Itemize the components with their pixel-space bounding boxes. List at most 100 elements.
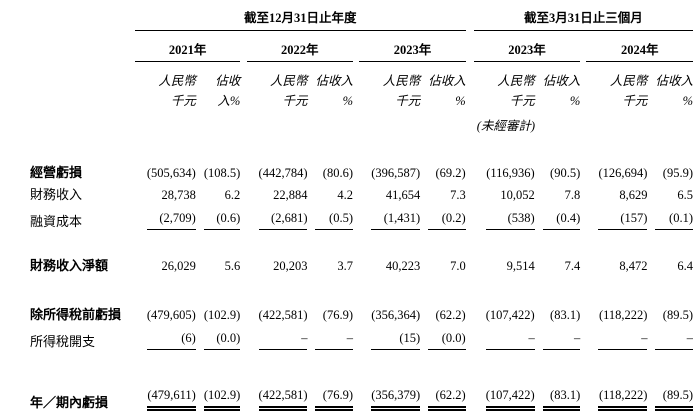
spacer xyxy=(466,31,474,62)
cell-value: (83.1) xyxy=(550,308,581,322)
cell-value: 7.4 xyxy=(564,259,581,273)
header-spacer xyxy=(30,2,135,31)
spacer xyxy=(466,203,474,230)
unit-header-pct: 佔收 入% xyxy=(196,62,240,112)
cell-value: (76.9) xyxy=(322,308,353,322)
row-label: 經營虧損 xyxy=(30,165,83,180)
cell-value: 8,472 xyxy=(619,259,648,273)
spacer xyxy=(466,2,474,31)
cell-value: (83.1) xyxy=(542,388,581,411)
cell-value: 28,738 xyxy=(161,188,196,202)
year-header-2024q1: 2024年 xyxy=(586,30,693,62)
table-row-finance-costs: 融資成本 (2,709) (0.6) (2,681) (0.5) (1,431)… xyxy=(30,203,693,230)
cell-value: (62.2) xyxy=(428,388,466,411)
spacer xyxy=(247,111,353,136)
cell-value: (356,379) xyxy=(371,388,421,411)
unit-line: 千元 xyxy=(395,94,421,108)
cell-value: 22,884 xyxy=(273,188,308,202)
cell-value: 20,203 xyxy=(273,259,308,273)
cell-value: – xyxy=(258,331,308,350)
spacer xyxy=(466,301,474,323)
unaudited-note: (未經審計) xyxy=(476,119,536,133)
cell-value: – xyxy=(315,331,353,350)
unit-line: 佔收入 xyxy=(542,74,581,88)
cell-value: – xyxy=(655,331,693,350)
gap-row xyxy=(30,230,693,252)
cell-value: (108.5) xyxy=(203,166,241,180)
cell-value: 7.3 xyxy=(450,188,466,202)
unit-line: % xyxy=(342,94,353,108)
unit-line: % xyxy=(682,94,693,108)
cell-value: 26,029 xyxy=(161,259,196,273)
cell-value: (0.2) xyxy=(428,211,466,230)
period-header-annual: 截至12月31日止年度 xyxy=(134,2,466,31)
unit-line: 人民幣 xyxy=(497,74,535,88)
spacer xyxy=(466,181,474,203)
unit-header-pct: 佔收入 % xyxy=(647,62,693,112)
year-header-2023: 2023年 xyxy=(359,30,466,62)
unit-line: 入% xyxy=(217,94,241,108)
cell-value: (95.9) xyxy=(662,166,693,180)
cell-value: (538) xyxy=(485,211,535,230)
cell-value: (69.2) xyxy=(435,166,466,180)
unit-line: 人民幣 xyxy=(158,74,196,88)
cell-value: (15) xyxy=(371,331,421,350)
cell-value: 6.5 xyxy=(677,188,693,202)
gap-row xyxy=(30,274,693,301)
spacer xyxy=(466,159,474,181)
cell-value: (102.9) xyxy=(203,308,241,322)
cell-value: 40,223 xyxy=(385,259,421,273)
row-label: 財務收入淨額 xyxy=(30,258,109,273)
cell-value: – xyxy=(598,331,648,350)
cell-value: (0.4) xyxy=(542,211,581,230)
unit-line: 佔收入 xyxy=(428,74,466,88)
unit-line: 千元 xyxy=(622,94,648,108)
header-spacer xyxy=(30,31,135,62)
unit-line: 千元 xyxy=(509,94,535,108)
spacer xyxy=(466,323,474,350)
spacer xyxy=(359,111,465,136)
cell-value: (2,681) xyxy=(258,211,308,230)
period-header-quarter: 截至3月31日止三個月 xyxy=(473,2,693,31)
cell-value: (442,784) xyxy=(258,166,308,180)
cell-value: (89.5) xyxy=(662,308,693,322)
cell-value: (356,364) xyxy=(371,308,421,322)
unit-line: % xyxy=(455,94,466,108)
unit-header-amount: 人民幣 千元 xyxy=(135,62,196,112)
unit-line: 佔收入 xyxy=(315,74,353,88)
gap-row xyxy=(30,136,693,159)
cell-value: 4.2 xyxy=(337,188,353,202)
unit-line: 佔收入 xyxy=(655,74,693,88)
unit-header-pct: 佔收入 % xyxy=(307,62,353,112)
cell-value: 7.0 xyxy=(450,259,466,273)
cell-value: (89.5) xyxy=(655,388,693,411)
cell-value: (422,581) xyxy=(258,308,308,322)
row-label: 財務收入 xyxy=(30,187,83,202)
year-header-2022: 2022年 xyxy=(246,30,353,62)
gap-row xyxy=(30,350,693,382)
cell-value: (102.9) xyxy=(203,388,241,411)
cell-value: (107,422) xyxy=(485,388,535,411)
cell-value: (0.0) xyxy=(203,331,241,350)
spacer xyxy=(135,111,240,136)
cell-value: (0.0) xyxy=(428,331,466,350)
unit-line: 人民幣 xyxy=(382,74,421,88)
spacer xyxy=(466,382,474,411)
cell-value: (396,587) xyxy=(371,166,421,180)
cell-value: 5.6 xyxy=(224,259,241,273)
year-header-row: 2021年 2022年 2023年 2023年 2024年 xyxy=(30,30,693,62)
cell-value: (76.9) xyxy=(315,388,353,411)
header-spacer xyxy=(30,62,135,112)
cell-value: (80.6) xyxy=(322,166,353,180)
row-label: 所得稅開支 xyxy=(30,334,96,349)
financial-table: 截至12月31日止年度 截至3月31日止三個月 2021年 2022年 2023… xyxy=(30,2,693,411)
unit-line: 千元 xyxy=(282,94,308,108)
spacer xyxy=(466,111,474,136)
cell-value: (116,936) xyxy=(486,166,535,180)
table-row-finance-income: 財務收入 28,738 6.2 22,884 4.2 41,654 7.3 10… xyxy=(30,181,693,203)
cell-value: (6) xyxy=(146,331,196,350)
cell-value: (505,634) xyxy=(146,166,196,180)
table-row-loss-for-period: 年／期內虧損 (479,611) (102.9) (422,581) (76.9… xyxy=(30,382,693,411)
spacer xyxy=(586,111,693,136)
